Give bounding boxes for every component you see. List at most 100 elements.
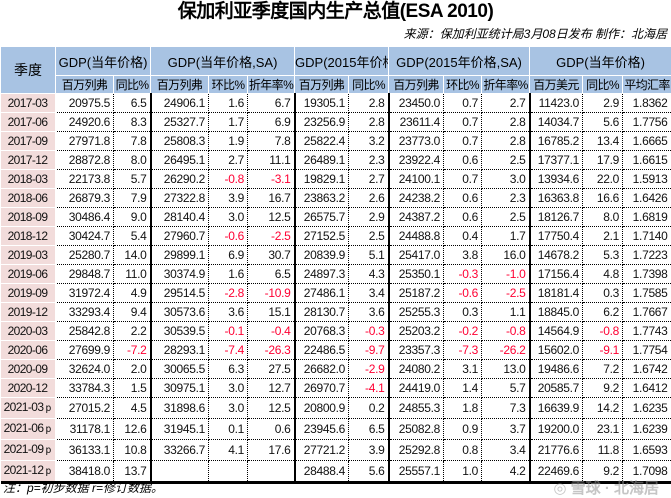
value-cell: 27.5 xyxy=(247,359,296,379)
value-cell: 1.7140 xyxy=(622,226,671,246)
value-cell: 3.9 xyxy=(208,188,248,208)
value-cell: 0.6 xyxy=(247,418,296,440)
quarter-cell: 2021-12 p xyxy=(0,460,57,484)
value-cell: 5.3 xyxy=(582,245,624,265)
value-cell: -26.3 xyxy=(247,340,296,360)
quarter-label: 2019-09 xyxy=(7,286,48,300)
value-cell: 33266.7 xyxy=(150,439,209,461)
value-cell: 30573.6 xyxy=(150,302,209,322)
quarter-cell: 2017-03 xyxy=(0,93,57,113)
value-cell: 2.8 xyxy=(348,112,390,132)
table-row: 2021-03 p 27015.2 4.5 31898.6 3.0 12.5 20800.9 0… xyxy=(0,397,671,419)
subheader-3: 环比% xyxy=(208,75,248,94)
value-cell: 2.5 xyxy=(348,226,390,246)
value-cell: 28130.7 xyxy=(294,302,350,322)
value-cell: 1.7223 xyxy=(622,245,671,265)
subheader-10: 百万美元 xyxy=(529,75,584,94)
subheader-1: 同比% xyxy=(113,75,151,94)
value-cell: 22.0 xyxy=(582,169,624,189)
value-cell: 11.0 xyxy=(113,264,152,284)
value-cell: 1.5913 xyxy=(622,169,671,189)
quarter-label: 2021-12 xyxy=(3,463,44,477)
value-cell: 2.7 xyxy=(208,150,248,170)
value-cell: 19305.1 xyxy=(294,93,350,113)
value-cell: 2.6 xyxy=(348,188,390,208)
value-cell: 4.9 xyxy=(113,283,152,303)
quarter-label: 2018-06 xyxy=(7,191,48,205)
value-cell: 1.6 xyxy=(208,93,248,113)
value-cell: 0.2 xyxy=(348,397,390,419)
value-cell: 31972.4 xyxy=(55,283,114,303)
value-cell: 0.4 xyxy=(443,226,483,246)
value-cell: 1.7743 xyxy=(622,321,671,341)
value-cell: 25187.2 xyxy=(388,283,445,303)
value-cell: 2.9 xyxy=(582,93,624,113)
value-cell: 30975.1 xyxy=(150,378,209,398)
value-cell: -7.2 xyxy=(113,340,152,360)
value-cell: 30374.9 xyxy=(150,264,209,284)
value-cell: 25842.8 xyxy=(55,321,114,341)
quarter-cell: 2021-09 p xyxy=(0,439,57,461)
quarter-cell: 2018-12 xyxy=(0,226,57,246)
value-cell: 2.7 xyxy=(481,93,531,113)
value-cell: 31898.6 xyxy=(150,397,209,419)
value-cell: 0.1 xyxy=(208,418,248,440)
quarter-label: 2018-09 xyxy=(7,210,48,224)
value-cell: -2.8 xyxy=(208,283,248,303)
value-cell: 28488.4 xyxy=(294,460,350,484)
value-cell: 26682.0 xyxy=(294,359,350,379)
value-cell: 25557.1 xyxy=(388,460,445,484)
value-cell: 4.5 xyxy=(113,397,152,419)
quarter-cell: 2018-09 xyxy=(0,207,57,227)
table-row: 2018-09 30486.4 9.0 28140.4 3.0 12.5 26575.7 2.… xyxy=(0,207,671,227)
source-note: 来源：保加利亚统计局3月08日发布 制作：北海居 xyxy=(403,27,667,41)
value-cell: 25417.0 xyxy=(388,245,445,265)
value-cell: 26489.1 xyxy=(294,150,350,170)
value-cell: 1.7098 xyxy=(622,460,671,484)
value-cell: -0.4 xyxy=(247,321,296,341)
quarter-cell: 2020-06 xyxy=(0,340,57,360)
table-row: 2017-09 27971.8 7.8 25808.3 1.9 7.8 25822.4 3.2… xyxy=(0,131,671,151)
value-cell: 14.2 xyxy=(582,397,624,419)
value-cell: 28140.4 xyxy=(150,207,209,227)
value-cell: 3.4 xyxy=(348,283,390,303)
value-cell: 9.0 xyxy=(113,207,152,227)
value-cell: 16.0 xyxy=(481,245,531,265)
value-cell: 23611.4 xyxy=(388,112,445,132)
value-cell: 6.2 xyxy=(582,302,624,322)
value-cell: 14.0 xyxy=(113,245,152,265)
value-cell: 16639.9 xyxy=(529,397,584,419)
value-cell: 26575.7 xyxy=(294,207,350,227)
quarter-label: 2020-03 xyxy=(7,324,48,338)
header-group-real: GDP(2015年价格) xyxy=(294,46,390,76)
value-cell: 17377.1 xyxy=(529,150,584,170)
table-row: 2018-12 30424.7 5.4 27960.7 -0.6 -2.5 27152.5 2… xyxy=(0,226,671,246)
value-cell: 3.0 xyxy=(208,207,248,227)
value-cell: 2.3 xyxy=(481,188,531,208)
quarter-label: 2018-03 xyxy=(7,172,48,186)
value-cell: 26495.1 xyxy=(150,150,209,170)
value-cell: 23357.3 xyxy=(388,340,445,360)
value-cell: 2.8 xyxy=(481,112,531,132)
value-cell: 36133.1 xyxy=(55,439,114,461)
value-cell: 25292.8 xyxy=(388,439,445,461)
quarter-label: 2020-12 xyxy=(7,381,48,395)
value-cell: 0.6 xyxy=(443,207,483,227)
value-cell: 8.0 xyxy=(582,207,624,227)
value-cell: 11.1 xyxy=(247,150,296,170)
value-cell: 20839.9 xyxy=(294,245,350,265)
value-cell: 33293.4 xyxy=(55,302,114,322)
value-cell: 3.1 xyxy=(443,359,483,379)
value-cell: 3.6 xyxy=(348,302,390,322)
value-cell: -0.3 xyxy=(348,321,390,341)
value-cell: 9.2 xyxy=(582,460,624,484)
value-cell: 1.8 xyxy=(443,397,483,419)
value-cell: 24906.1 xyxy=(150,93,209,113)
value-cell: 1.7 xyxy=(481,226,531,246)
value-cell: 25350.1 xyxy=(388,264,445,284)
page-title: 保加利亚季度国内生产总值(ESA 2010) xyxy=(177,1,494,22)
value-cell: 5.6 xyxy=(348,460,390,484)
value-cell: -1.0 xyxy=(481,264,531,284)
value-cell: -7.4 xyxy=(208,340,248,360)
value-cell: 29514.5 xyxy=(150,283,209,303)
